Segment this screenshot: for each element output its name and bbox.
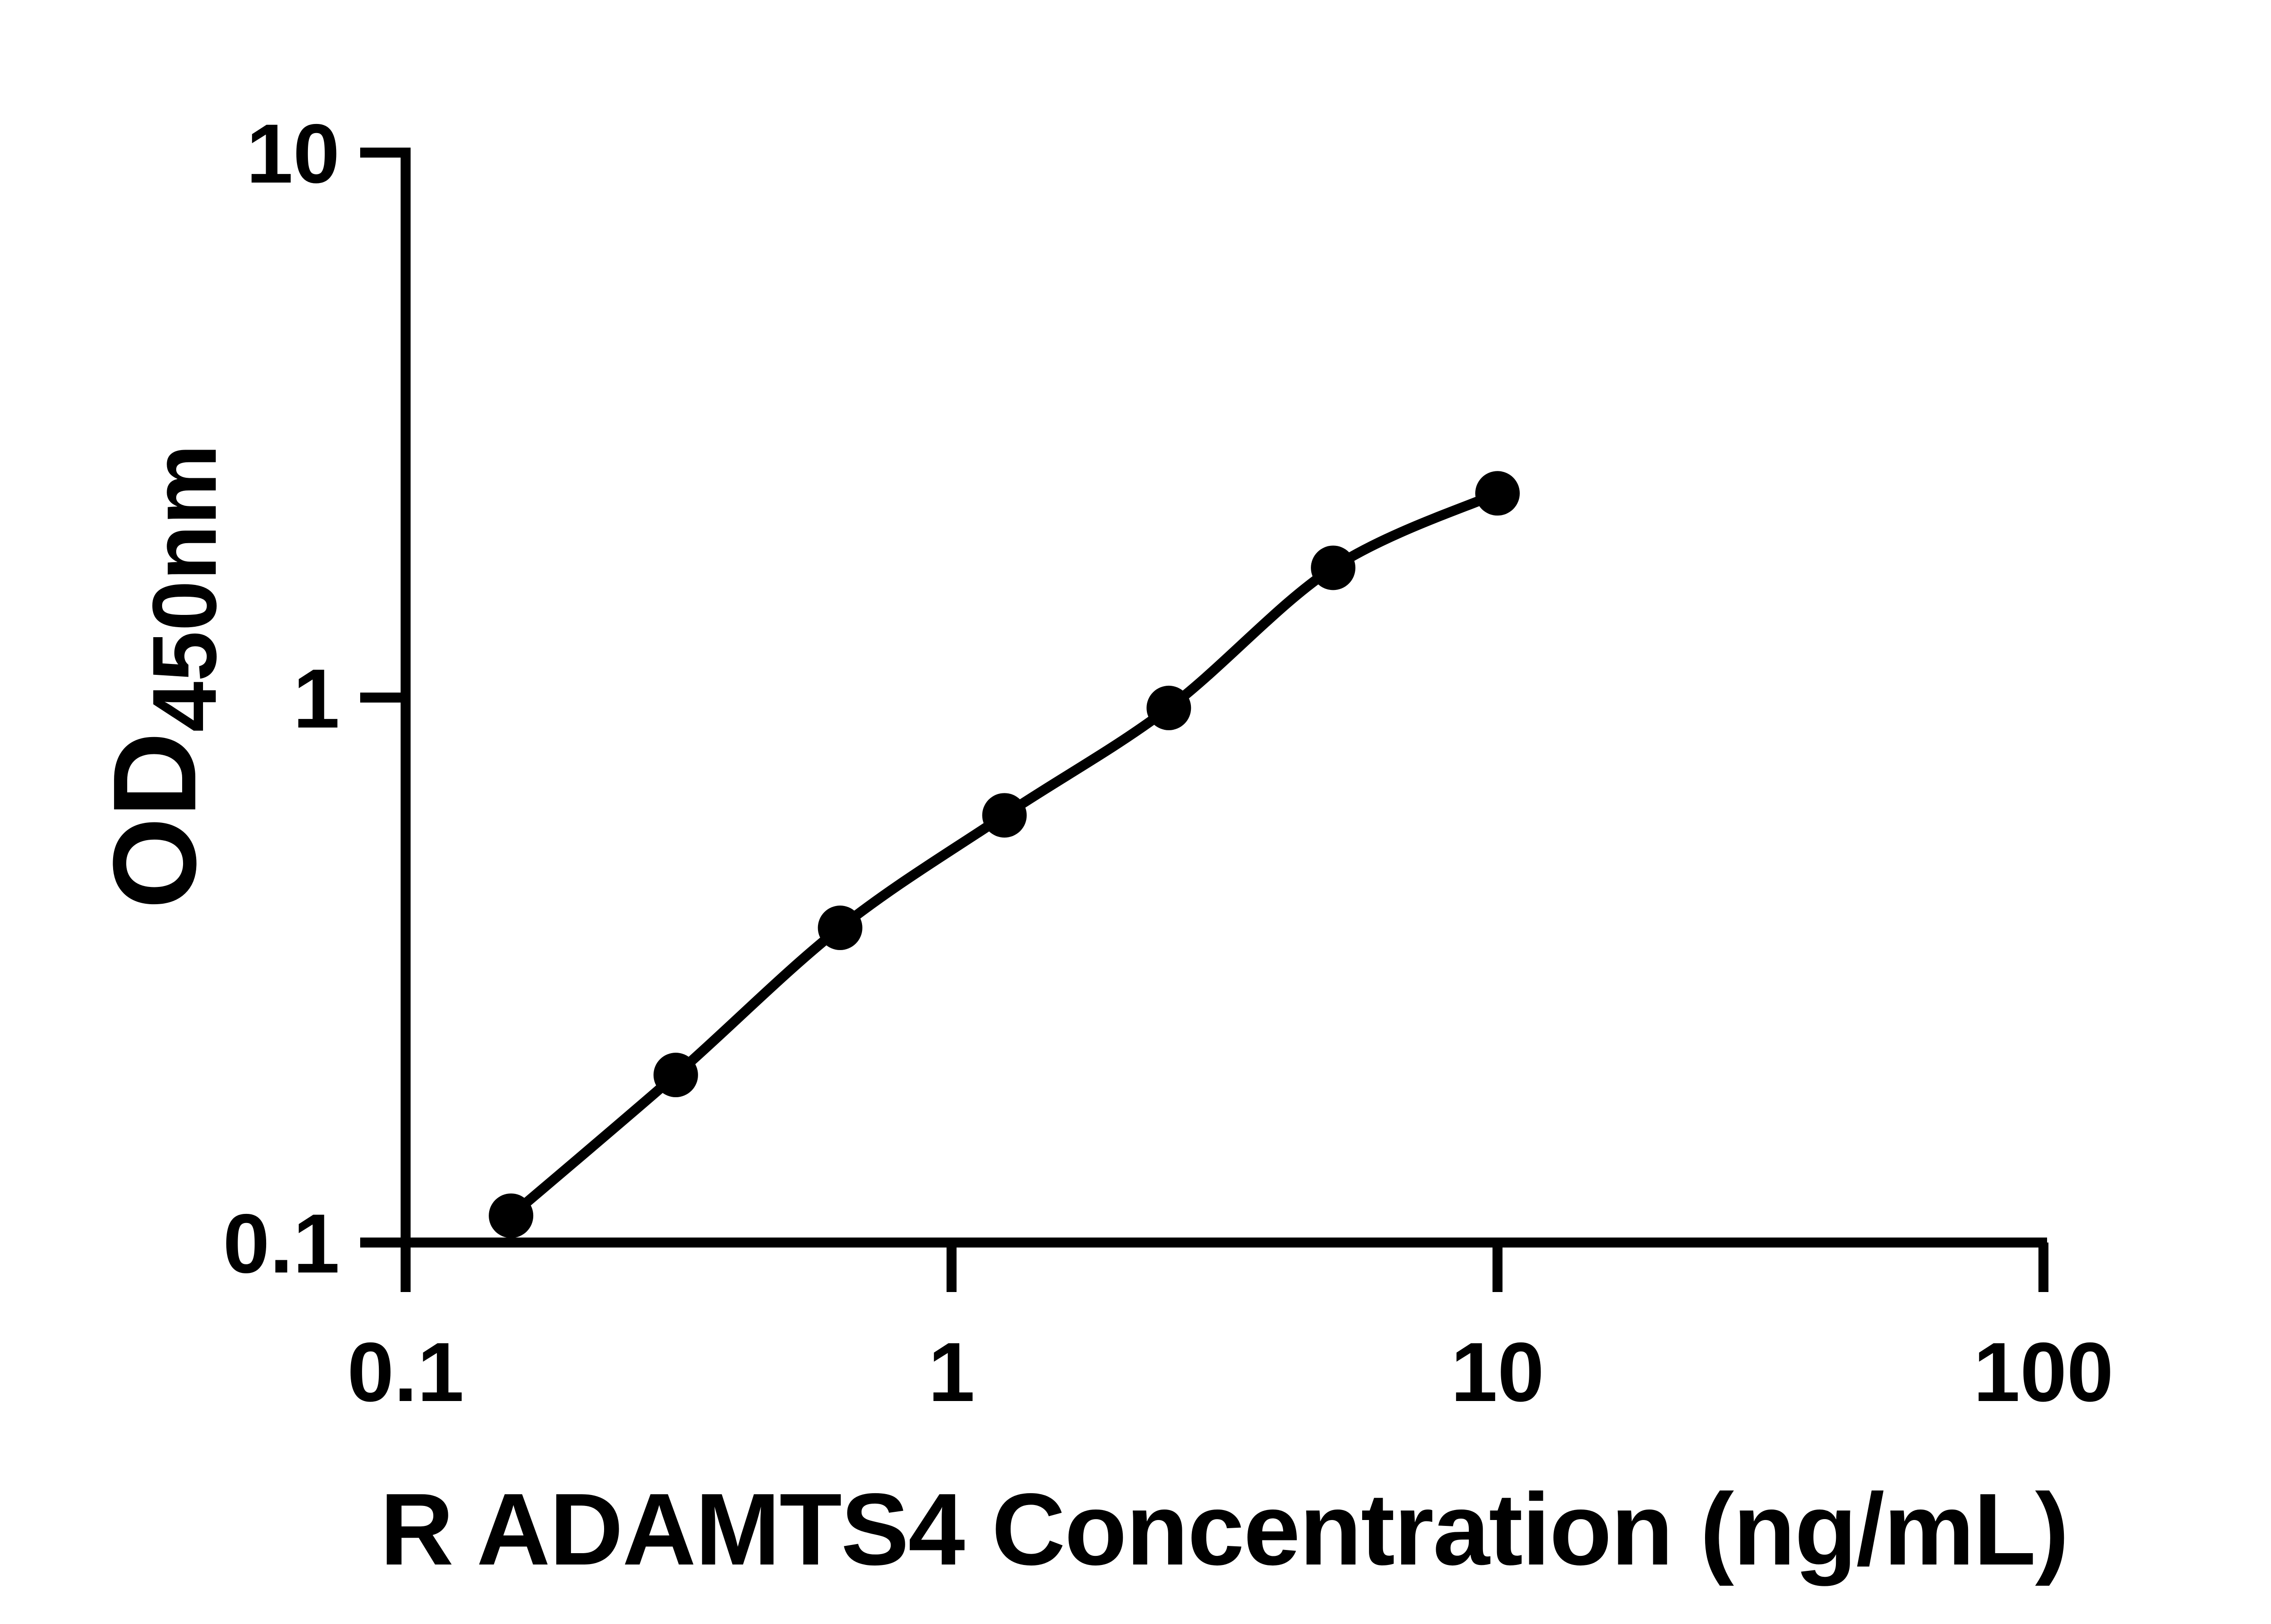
x-axis-line [360,1238,2047,1248]
x-tick [947,1243,957,1292]
data-point-marker [818,906,863,951]
y-tick-label: 0.1 [223,1197,340,1291]
fitted-curve [507,489,1500,1220]
data-point-marker [982,793,1027,838]
y-tick-label: 10 [246,107,340,201]
data-point-marker [1146,685,1191,730]
y-tick [360,1238,406,1248]
y-axis-title-subscript: 450nm [134,444,235,732]
y-tick-label: 1 [293,652,340,746]
y-axis-tick-labels: 10 1 0.1 [223,107,340,1291]
data-point-marker [1475,471,1520,516]
x-tick [401,1243,411,1292]
y-tick [360,148,406,158]
x-tick-label: 1 [928,1326,975,1419]
x-tick-label: 10 [1451,1326,1544,1419]
x-axis-title: R ADAMTS4 Concentration (ng/mL) [380,1472,2068,1586]
x-tick [2038,1243,2048,1292]
data-point-marker [1311,545,1356,590]
x-tick-label: 0.1 [347,1326,464,1419]
x-axis-ticks [401,1243,2048,1292]
data-points [489,471,1520,1238]
y-axis-title: OD450nm [89,444,235,909]
x-axis-tick-labels: 0.1 1 10 100 [347,1326,2113,1419]
y-axis-title-main: OD [89,732,221,909]
y-tick [360,693,406,703]
y-axis-title-text: OD450nm [89,444,235,909]
data-point-marker [653,1053,698,1098]
curve-path [507,489,1500,1220]
y-axis-ticks [360,148,406,1248]
x-tick-label: 100 [1973,1326,2114,1419]
axes [360,148,2047,1248]
x-tick [1493,1243,1502,1292]
data-point-marker [489,1193,534,1238]
